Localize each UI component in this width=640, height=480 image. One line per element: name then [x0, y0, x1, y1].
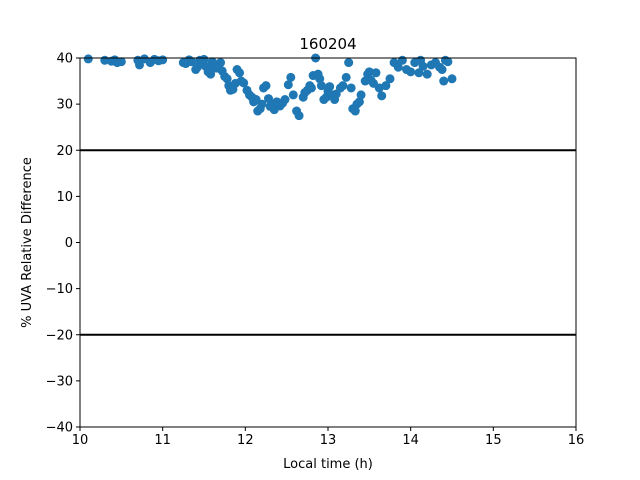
y-tick-label: 0 — [65, 236, 73, 251]
y-axis-label: % UVA Relative Difference — [20, 157, 35, 328]
data-point — [414, 68, 424, 78]
data-point — [356, 90, 366, 100]
data-point — [443, 57, 453, 67]
data-point — [187, 57, 197, 67]
x-tick-label: 12 — [237, 433, 254, 448]
y-tick-label: −40 — [46, 421, 73, 436]
data-point — [199, 54, 209, 64]
x-axis-label: Local time (h) — [283, 457, 373, 472]
data-point — [346, 83, 356, 93]
x-tick-label: 14 — [402, 433, 419, 448]
data-point — [239, 78, 249, 88]
data-point — [350, 106, 360, 116]
y-tick-label: 30 — [56, 98, 73, 113]
data-point — [222, 74, 232, 84]
data-point — [447, 74, 457, 84]
data-point — [116, 57, 126, 67]
y-tick-label: 20 — [56, 144, 73, 159]
y-tick-label: −10 — [46, 282, 73, 297]
data-point — [286, 72, 296, 82]
data-point — [422, 69, 432, 79]
x-tick-label: 15 — [485, 433, 502, 448]
plot-area — [79, 53, 577, 428]
data-point — [381, 81, 391, 91]
data-point — [83, 54, 93, 64]
data-point — [354, 97, 364, 107]
data-point — [235, 68, 245, 78]
data-point — [325, 82, 335, 92]
y-tick-label: −20 — [46, 328, 73, 343]
data-point — [315, 74, 325, 84]
data-point — [341, 72, 351, 82]
x-tick-label: 10 — [72, 433, 89, 448]
y-axis: −40 −30 −20 −10 0 10 20 30 40 — [46, 52, 80, 436]
data-point — [280, 95, 290, 105]
data-point — [418, 61, 428, 71]
data-point — [288, 90, 298, 100]
x-tick-label: 13 — [320, 433, 337, 448]
data-point — [316, 81, 326, 91]
data-point — [306, 83, 316, 93]
data-point — [437, 65, 447, 75]
chart-title: 160204 — [299, 35, 356, 53]
data-point — [257, 99, 267, 109]
data-point — [364, 67, 374, 77]
data-point — [135, 60, 145, 70]
data-point — [206, 69, 216, 79]
data-point — [371, 68, 381, 78]
y-tick-label: −30 — [46, 374, 73, 389]
scatter-points — [83, 53, 457, 121]
data-point — [439, 76, 449, 86]
plot-frame — [80, 58, 576, 427]
reference-lines — [80, 149, 576, 336]
data-point — [294, 111, 304, 121]
data-point — [397, 55, 407, 65]
data-point — [283, 80, 293, 90]
data-point — [158, 55, 168, 65]
data-point — [377, 91, 387, 101]
y-tick-label: 10 — [56, 190, 73, 205]
data-point — [393, 62, 403, 72]
data-point — [385, 74, 395, 84]
data-point — [406, 67, 416, 77]
x-tick-label: 16 — [568, 433, 585, 448]
x-axis: 10 11 12 13 14 15 16 — [72, 427, 585, 448]
data-point — [261, 81, 271, 91]
x-tick-label: 11 — [154, 433, 171, 448]
y-tick-label: 40 — [56, 52, 73, 67]
data-point — [344, 58, 354, 68]
data-point — [216, 58, 226, 68]
data-point — [338, 81, 348, 91]
